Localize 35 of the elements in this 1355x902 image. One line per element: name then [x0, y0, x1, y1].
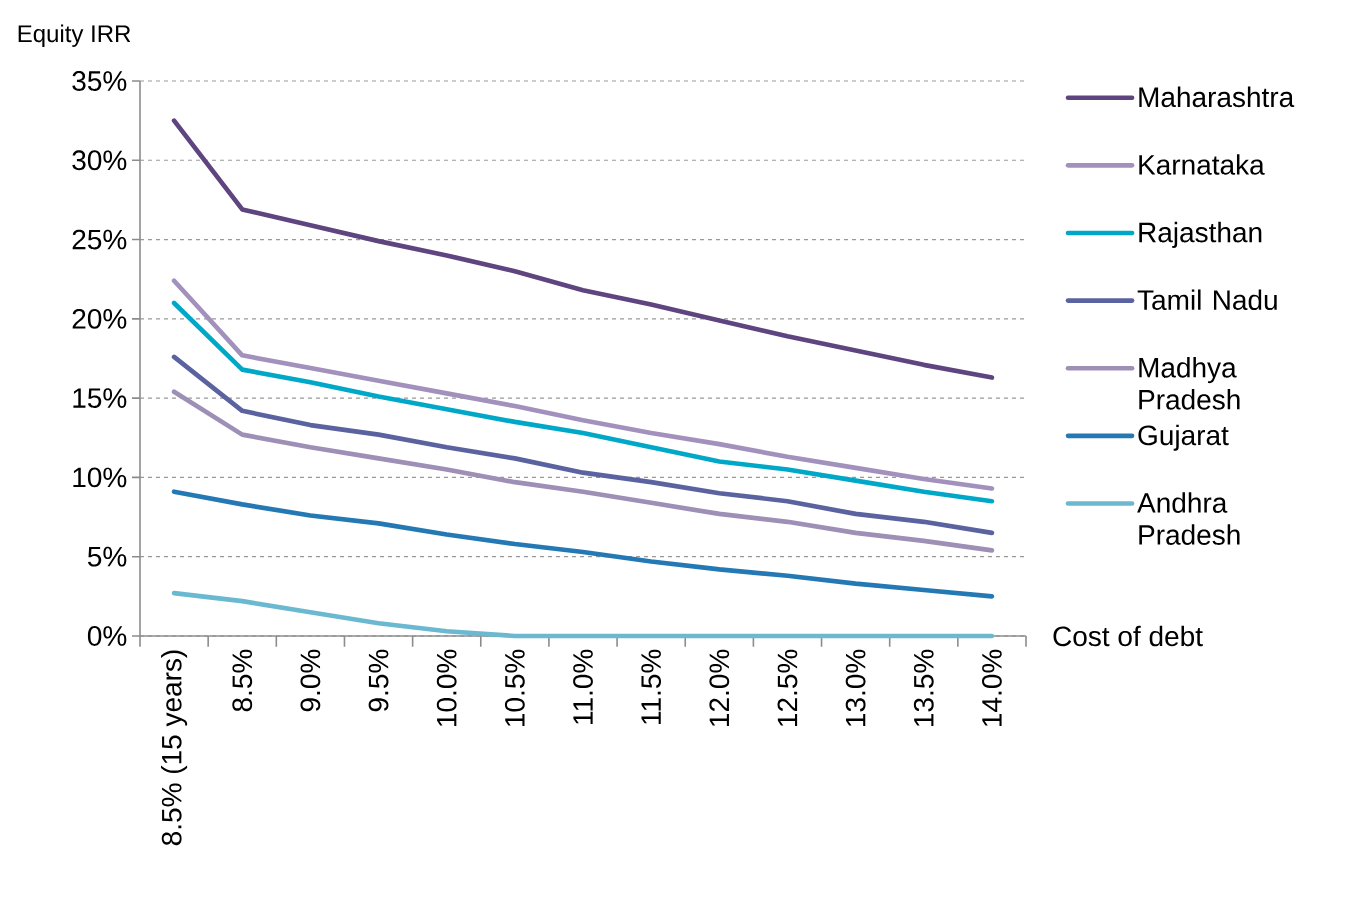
legend-label: Tamil Nadu	[1137, 289, 1277, 311]
x-tick-label: 13.5%	[913, 649, 934, 726]
legend-label: Andhra Pradesh	[1137, 492, 1240, 545]
x-tick-label: 9.0%	[300, 649, 321, 712]
y-tick-label: 20%	[72, 308, 127, 329]
x-tick-label: 11.5%	[641, 649, 662, 724]
y-tick-label: 15%	[73, 388, 127, 408]
legend-label: Gujarat	[1138, 424, 1229, 451]
y-tick-label: 10%	[73, 467, 127, 488]
line-series	[171, 300, 995, 504]
legend-label: Rajasthan	[1139, 221, 1262, 248]
x-axis-title: Cost of debt	[1053, 625, 1203, 647]
y-tick-label: 5%	[87, 546, 127, 567]
x-tick-label: 8.5% (15 years)	[161, 650, 188, 846]
legend-label: Madhya Pradesh	[1139, 357, 1240, 410]
y-tick-label: 25%	[72, 229, 127, 250]
x-tick-label: 10.0%	[436, 649, 457, 726]
x-tick-label: 12.0%	[709, 649, 730, 726]
y-axis-title: Equity IRR	[18, 24, 131, 47]
y-tick-label: 35%	[72, 71, 127, 91]
x-tick-label: 11.0%	[573, 649, 593, 724]
x-tick-label: 10.5%	[504, 649, 525, 726]
x-tick-label: 9.5%	[368, 649, 389, 712]
legend-label: Karnataka	[1139, 154, 1265, 175]
y-tick-label: 0%	[87, 626, 127, 646]
line-series	[171, 389, 995, 553]
x-tick-label: 13.0%	[845, 649, 866, 726]
line-series	[171, 489, 995, 599]
y-tick-label: 30%	[72, 150, 127, 171]
line-series	[171, 278, 995, 491]
legend-label: Maharashtra	[1139, 86, 1295, 108]
x-tick-label: 12.5%	[777, 649, 798, 726]
x-tick-label: 8.5%	[232, 649, 253, 712]
line-series	[171, 354, 995, 536]
x-tick-label: 14.0%	[982, 649, 1002, 726]
